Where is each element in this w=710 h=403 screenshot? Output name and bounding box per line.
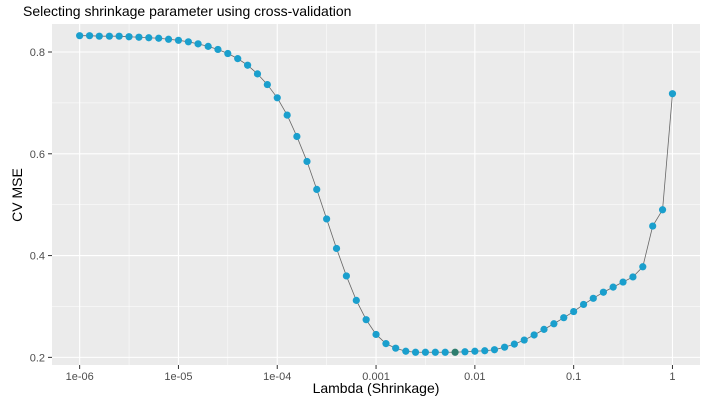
data-point (658, 206, 667, 214)
data-point (382, 340, 390, 348)
y-axis-tick-labels: 0.2 0.4 0.6 0.8 (30, 47, 45, 364)
data-point (155, 34, 163, 42)
data-point (649, 222, 657, 230)
data-point (105, 32, 113, 40)
data-point (352, 296, 360, 304)
data-point (471, 347, 479, 355)
y-tick-label: 0.8 (30, 47, 45, 59)
data-point (392, 344, 400, 352)
data-point (313, 185, 321, 194)
x-tick-label: 1e-06 (66, 371, 94, 383)
data-point (145, 34, 153, 42)
x-tick-label: 1 (669, 371, 675, 383)
data-point (125, 33, 133, 41)
data-point (214, 45, 222, 54)
data-point (589, 294, 597, 302)
data-point (253, 70, 262, 78)
x-axis-ticks (79, 365, 673, 369)
data-point (520, 336, 528, 344)
data-point (372, 330, 380, 339)
data-point (619, 278, 627, 286)
data-point (263, 80, 271, 89)
y-tick-label: 0.6 (30, 149, 45, 161)
data-point (639, 263, 647, 271)
data-point (609, 283, 617, 291)
data-point (135, 33, 143, 41)
data-point (599, 288, 608, 296)
data-point (244, 61, 252, 69)
x-tick-label: 1e-04 (263, 371, 291, 383)
data-point (234, 55, 242, 63)
data-point (501, 343, 509, 351)
data-point (402, 347, 410, 355)
data-point (481, 347, 489, 355)
x-tick-label: 0.001 (362, 371, 390, 383)
y-axis-title: CV MSE (9, 168, 25, 222)
data-point (194, 40, 202, 48)
x-axis-title: Lambda (Shrinkage) (313, 380, 440, 396)
data-point (421, 348, 430, 356)
data-point (560, 314, 568, 322)
data-point (342, 272, 350, 280)
data-point (184, 38, 192, 46)
y-axis-ticks (48, 51, 52, 358)
data-point (490, 346, 499, 354)
data-point (550, 320, 558, 328)
y-tick-label: 0.2 (30, 352, 45, 364)
x-axis-tick-labels: 1e-06 1e-05 1e-04 0.001 0.01 0.1 1 (66, 371, 676, 383)
data-point (204, 42, 212, 50)
data-point (540, 325, 548, 333)
data-point (293, 132, 301, 141)
data-point (303, 157, 311, 166)
x-tick-label: 0.1 (566, 371, 581, 383)
data-point (76, 32, 84, 40)
data-point (629, 273, 637, 281)
x-tick-label: 1e-05 (164, 371, 192, 383)
data-point (323, 215, 331, 223)
data-point (332, 244, 341, 253)
data-point (85, 32, 94, 40)
data-point (530, 331, 538, 339)
grid-major (52, 24, 700, 365)
data-point (431, 348, 439, 356)
data-point (461, 348, 469, 356)
data-point (668, 90, 677, 98)
data-point (510, 340, 518, 348)
data-point (362, 316, 370, 324)
data-point (441, 348, 449, 356)
data-point (273, 94, 281, 102)
data-point (283, 111, 291, 119)
data-point (224, 49, 232, 58)
data-points (76, 32, 677, 356)
data-point (164, 35, 173, 43)
data-point (411, 348, 420, 356)
y-tick-label: 0.4 (30, 251, 45, 263)
x-tick-label: 0.01 (464, 371, 485, 383)
chart-title: Selecting shrinkage parameter using cros… (23, 3, 352, 19)
data-point-min (451, 348, 459, 356)
data-point (570, 307, 578, 316)
data-point (115, 32, 123, 40)
data-point (579, 300, 588, 309)
data-point (174, 36, 183, 44)
data-point (95, 32, 103, 40)
